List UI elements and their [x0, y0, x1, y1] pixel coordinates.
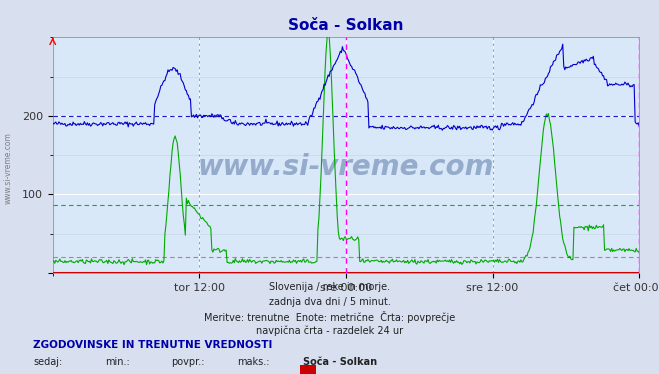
- Text: min.:: min.:: [105, 357, 130, 367]
- Text: zadnja dva dni / 5 minut.: zadnja dva dni / 5 minut.: [269, 297, 390, 307]
- Text: sedaj:: sedaj:: [33, 357, 62, 367]
- Text: Soča - Solkan: Soča - Solkan: [303, 357, 377, 367]
- Text: povpr.:: povpr.:: [171, 357, 205, 367]
- Text: Meritve: trenutne  Enote: metrične  Črta: povprečje: Meritve: trenutne Enote: metrične Črta: …: [204, 311, 455, 323]
- Text: navpična črta - razdelek 24 ur: navpična črta - razdelek 24 ur: [256, 325, 403, 335]
- Text: Slovenija / reke in morje.: Slovenija / reke in morje.: [269, 282, 390, 292]
- Text: maks.:: maks.:: [237, 357, 270, 367]
- Title: Soča - Solkan: Soča - Solkan: [288, 18, 404, 33]
- Text: ZGODOVINSKE IN TRENUTNE VREDNOSTI: ZGODOVINSKE IN TRENUTNE VREDNOSTI: [33, 340, 272, 350]
- Text: www.si-vreme.com: www.si-vreme.com: [198, 153, 494, 181]
- Text: www.si-vreme.com: www.si-vreme.com: [3, 132, 13, 204]
